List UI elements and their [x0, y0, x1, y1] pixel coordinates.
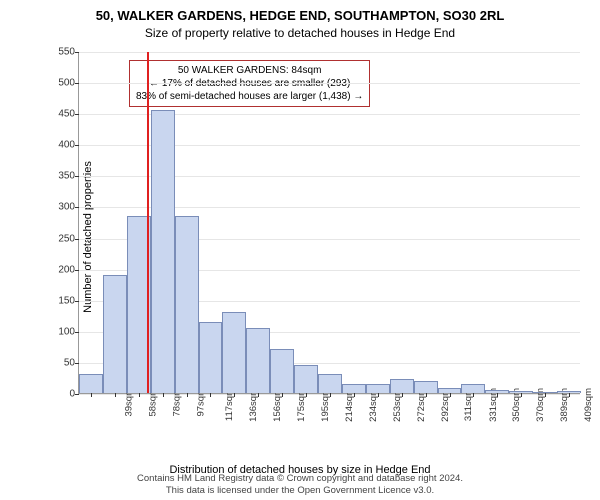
footer-line-2: This data is licensed under the Open Gov… — [0, 485, 600, 496]
x-tick-mark — [330, 393, 331, 397]
y-tick-label: 500 — [47, 78, 75, 89]
chart-subtitle: Size of property relative to detached ho… — [0, 24, 600, 40]
histogram-bar — [366, 384, 390, 393]
histogram-bar — [151, 110, 175, 393]
y-tick-mark — [75, 83, 79, 84]
chart-container: Number of detached properties 50 WALKER … — [50, 52, 580, 422]
histogram-bar — [270, 349, 294, 393]
footer-line-1: Contains HM Land Registry data © Crown c… — [0, 473, 600, 484]
x-tick-mark — [258, 393, 259, 397]
histogram-bar — [342, 384, 366, 393]
y-tick-label: 350 — [47, 171, 75, 182]
histogram-bar — [294, 365, 318, 393]
x-tick-mark — [282, 393, 283, 397]
histogram-bar — [461, 384, 485, 393]
x-tick-mark — [187, 393, 188, 397]
x-tick-mark — [497, 393, 498, 397]
y-tick-label: 0 — [47, 389, 75, 400]
histogram-bar — [175, 216, 199, 393]
y-tick-label: 50 — [47, 357, 75, 368]
histogram-bar — [390, 379, 414, 393]
y-tick-label: 100 — [47, 326, 75, 337]
x-tick-mark — [115, 393, 116, 397]
reference-line — [147, 52, 149, 393]
chart-title: 50, WALKER GARDENS, HEDGE END, SOUTHAMPT… — [0, 0, 600, 24]
footer-attribution: Contains HM Land Registry data © Crown c… — [0, 473, 600, 496]
y-tick-label: 300 — [47, 202, 75, 213]
histogram-bar — [79, 374, 103, 393]
x-tick-mark — [450, 393, 451, 397]
y-tick-mark — [75, 207, 79, 208]
x-tick-mark — [426, 393, 427, 397]
y-tick-mark — [75, 363, 79, 364]
y-tick-label: 150 — [47, 295, 75, 306]
y-tick-mark — [75, 301, 79, 302]
histogram-bar — [318, 374, 342, 393]
y-tick-mark — [75, 145, 79, 146]
y-tick-mark — [75, 114, 79, 115]
annotation-line: 50 WALKER GARDENS: 84sqm — [136, 64, 363, 77]
y-tick-mark — [75, 332, 79, 333]
histogram-bar — [103, 275, 127, 393]
y-tick-mark — [75, 176, 79, 177]
y-tick-label: 400 — [47, 140, 75, 151]
histogram-bar — [222, 312, 246, 393]
annotation-line: 83% of semi-detached houses are larger (… — [136, 90, 363, 103]
x-tick-mark — [139, 393, 140, 397]
x-tick-mark — [354, 393, 355, 397]
y-tick-mark — [75, 52, 79, 53]
grid-line — [79, 83, 580, 84]
x-tick-mark — [473, 393, 474, 397]
plot-area: 50 WALKER GARDENS: 84sqm← 17% of detache… — [78, 52, 580, 394]
x-tick-mark — [402, 393, 403, 397]
y-tick-mark — [75, 239, 79, 240]
y-tick-label: 450 — [47, 109, 75, 120]
x-tick-label: 409sqm — [583, 388, 594, 422]
y-tick-mark — [75, 270, 79, 271]
histogram-bar — [199, 322, 223, 394]
histogram-bar — [246, 328, 270, 393]
x-tick-mark — [545, 393, 546, 397]
x-tick-mark — [378, 393, 379, 397]
x-tick-mark — [163, 393, 164, 397]
y-tick-label: 200 — [47, 264, 75, 275]
x-tick-mark — [210, 393, 211, 397]
x-tick-mark — [569, 393, 570, 397]
x-tick-mark — [91, 393, 92, 397]
y-tick-label: 550 — [47, 47, 75, 58]
y-tick-mark — [75, 394, 79, 395]
x-tick-mark — [234, 393, 235, 397]
grid-line — [79, 52, 580, 53]
histogram-bar — [414, 381, 438, 393]
x-tick-mark — [306, 393, 307, 397]
y-tick-label: 250 — [47, 233, 75, 244]
x-tick-mark — [521, 393, 522, 397]
